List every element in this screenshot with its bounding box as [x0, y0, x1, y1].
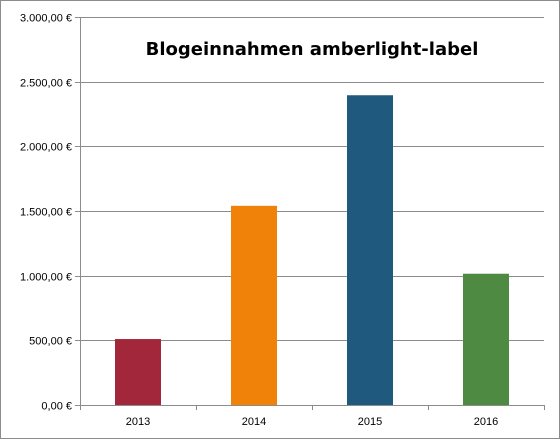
y-tick-label: 1.000,00 €	[20, 272, 72, 284]
x-tick-label: 2014	[242, 416, 266, 428]
bar-2013	[115, 339, 161, 405]
x-tick-label: 2016	[474, 416, 498, 428]
y-tick-label: 0,00 €	[41, 401, 72, 413]
axes	[75, 17, 545, 410]
bar-2016	[463, 273, 509, 405]
bars	[115, 95, 509, 405]
x-tick-label: 2013	[126, 416, 150, 428]
y-tick-label: 3.000,00 €	[20, 13, 72, 25]
bar-2015	[347, 95, 393, 405]
x-tick-labels: 2013 2014 2015 2016	[126, 416, 498, 428]
x-tick-label: 2015	[358, 416, 382, 428]
y-tick-label: 2.000,00 €	[20, 142, 72, 154]
bar-2014	[231, 205, 277, 405]
y-tick-label: 1.500,00 €	[20, 207, 72, 219]
y-tick-label: 500,00 €	[29, 336, 72, 348]
y-tick-label: 2.500,00 €	[20, 78, 72, 90]
y-tick-labels: 0,00 € 500,00 € 1.000,00 € 1.500,00 € 2.000,…	[20, 13, 72, 413]
chart-title: Blogeinnahmen amberlight-label	[146, 39, 479, 60]
